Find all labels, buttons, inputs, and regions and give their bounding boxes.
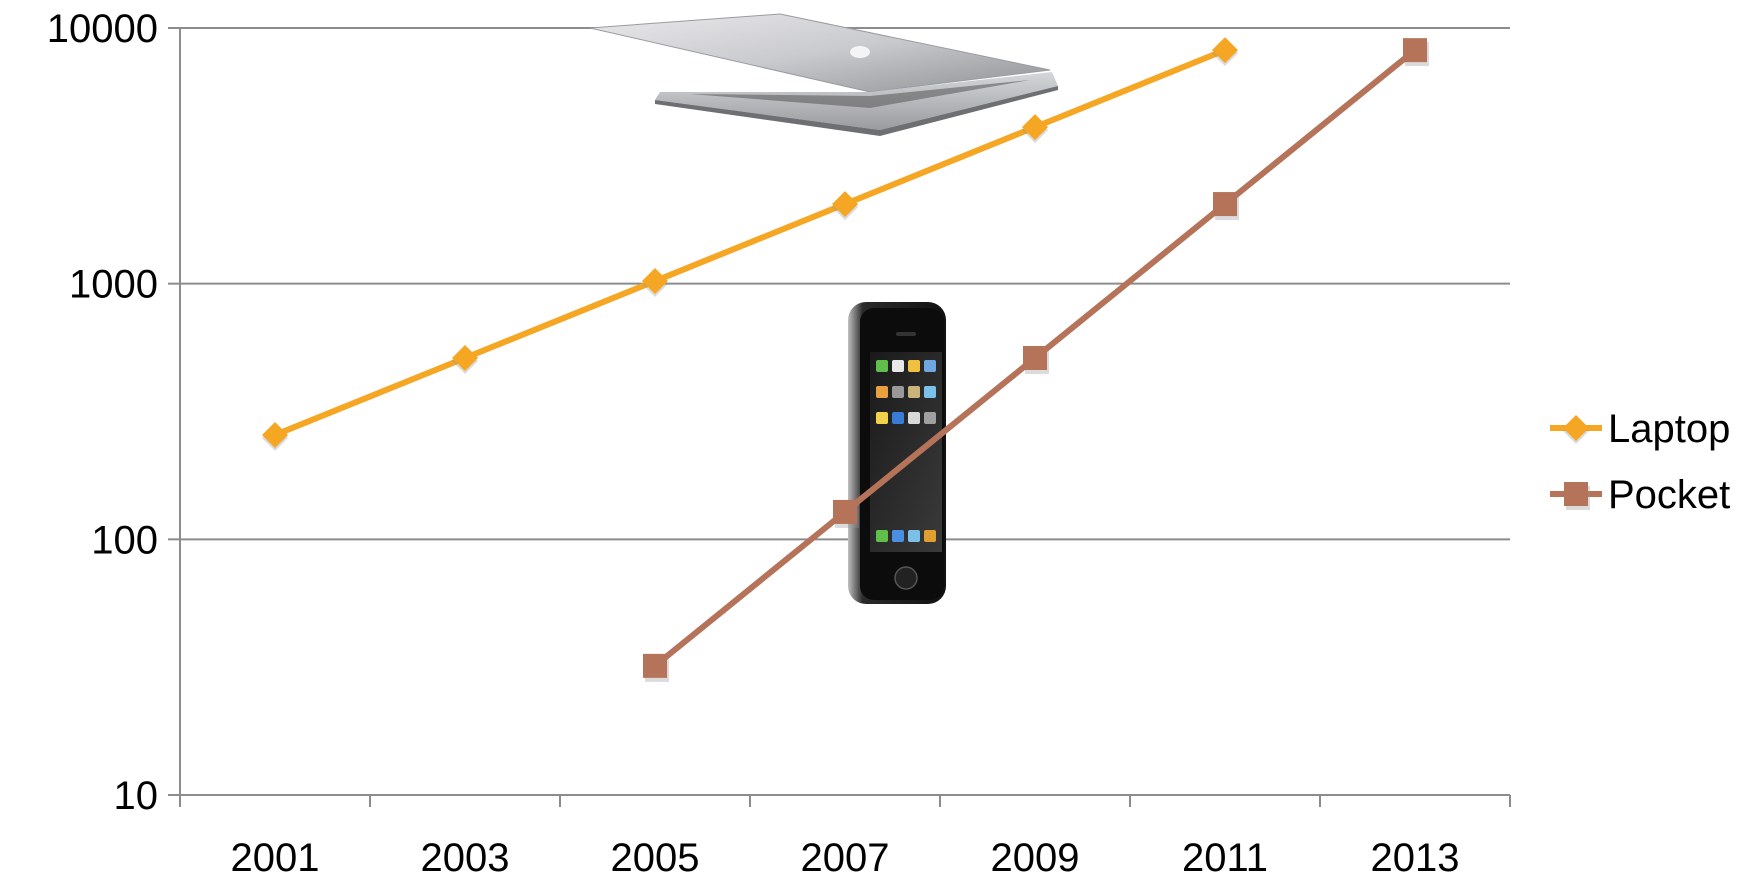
legend-item-pocket: Pocket (1550, 473, 1730, 517)
data-point-laptop (832, 191, 858, 218)
axes: 10000 1000 100 10 2001 2003 2005 2007 2009 2011 20… (47, 7, 1511, 880)
legend-marker (1564, 482, 1588, 506)
x-tick-label: 2013 (1371, 836, 1460, 880)
data-point-laptop (1022, 114, 1048, 141)
data-point-laptop (452, 344, 478, 371)
data-point-laptop (262, 421, 288, 448)
y-tick-label: 1000 (69, 263, 158, 307)
legend: Laptop Pocket (1550, 407, 1730, 517)
y-tick-label: 10 (114, 774, 159, 818)
phone-icon (848, 302, 946, 604)
series-laptop (262, 37, 1238, 451)
data-point-laptop (1212, 37, 1238, 64)
series (262, 37, 1429, 682)
data-point-pocket (1023, 345, 1047, 370)
y-tick-label: 100 (91, 518, 158, 562)
legend-marker (1563, 415, 1589, 441)
data-point-laptop (642, 268, 668, 295)
x-tick-label: 2001 (231, 836, 320, 880)
x-tick-label: 2003 (421, 836, 510, 880)
data-point-pocket (643, 653, 667, 678)
x-tick-label: 2005 (611, 836, 700, 880)
data-point-pocket (1403, 38, 1427, 63)
data-point-pocket (833, 499, 857, 524)
legend-label: Laptop (1608, 407, 1730, 451)
x-tick-label: 2007 (801, 836, 890, 880)
data-point-pocket (1213, 192, 1237, 217)
series-pocket (643, 38, 1429, 682)
series-line-laptop (273, 47, 1227, 438)
legend-label: Pocket (1608, 473, 1730, 517)
legend-item-laptop: Laptop (1550, 407, 1730, 451)
laptop-icon (589, 13, 1058, 136)
y-tick-label: 10000 (47, 7, 158, 51)
x-tick-label: 2009 (991, 836, 1080, 880)
x-tick-label: 2011 (1182, 836, 1268, 880)
